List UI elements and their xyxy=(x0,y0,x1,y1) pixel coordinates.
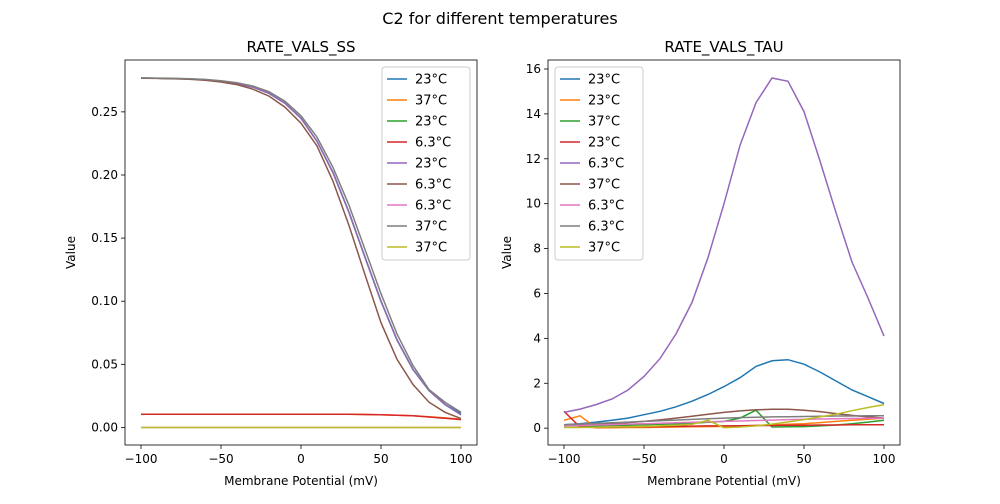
y-tick-label: 4 xyxy=(533,331,541,345)
series-line-6 xyxy=(563,417,885,427)
legend-label: 6.3°C xyxy=(588,199,624,214)
legend-label: 23°C xyxy=(588,136,620,151)
subplot-tau: −100 −50 0 50 100 0 2 4 6 8 10 12 14 16 RATE_VALS_TAU M… xyxy=(500,38,901,488)
x-tick-label: 0 xyxy=(297,452,305,466)
y-tick-label: 0.25 xyxy=(91,105,118,119)
series-line-4 xyxy=(563,77,885,414)
legend: 23°C 23°C 37°C 23°C 6.3°C 37°C 6.3°C 6.3°C 37°C xyxy=(554,66,644,261)
series-line-7 xyxy=(563,415,884,426)
y-axis-label: Value xyxy=(500,236,514,269)
legend: 23°C 37°C 23°C 6.3°C 23°C 6.3°C 6.3°C 37°C 37°C xyxy=(381,66,471,261)
y-tick-label: 8 xyxy=(533,242,541,256)
legend-box xyxy=(381,66,471,261)
series-line-5 xyxy=(563,408,885,427)
legend-label: 37°C xyxy=(415,94,447,109)
legend-label: 37°C xyxy=(415,241,447,256)
y-tick-label: 12 xyxy=(526,152,541,166)
y-tick-label: 10 xyxy=(526,197,541,211)
y-tick-label: 14 xyxy=(526,107,541,121)
x-tick-label: −100 xyxy=(548,452,581,466)
legend-label: 23°C xyxy=(588,94,620,109)
x-tick-label: −50 xyxy=(631,452,656,466)
legend-label: 23°C xyxy=(415,157,447,172)
y-tick-label: 0.00 xyxy=(91,420,118,434)
legend-label: 37°C xyxy=(588,178,620,193)
x-tick-label: 0 xyxy=(720,452,728,466)
subplot-ss: −100 −50 0 50 100 0.00 0.05 0.10 0.15 0.20 0.25 RAT… xyxy=(64,38,478,488)
legend-label: 6.3°C xyxy=(588,220,624,235)
y-tick-label: 16 xyxy=(526,62,541,76)
y-tick-label: 0 xyxy=(533,421,541,435)
subplot-title: RATE_VALS_TAU xyxy=(664,38,783,57)
y-tick-label: 0.20 xyxy=(91,168,118,182)
legend-box xyxy=(554,66,644,261)
y-tick-label: 2 xyxy=(533,376,541,390)
x-axis-label: Membrane Potential (mV) xyxy=(647,474,801,488)
x-tick-label: 50 xyxy=(796,452,811,466)
y-tick-label: 0.05 xyxy=(91,357,118,371)
legend-label: 23°C xyxy=(415,73,447,88)
legend-label: 37°C xyxy=(588,241,620,256)
y-tick-label: 6 xyxy=(533,286,541,300)
y-tick-label: 0.15 xyxy=(91,231,118,245)
legend-label: 6.3°C xyxy=(588,157,624,172)
legend-label: 37°C xyxy=(588,115,620,130)
legend-label: 6.3°C xyxy=(415,136,451,151)
x-tick-label: 100 xyxy=(450,452,473,466)
legend-label: 6.3°C xyxy=(415,178,451,193)
legend-label: 37°C xyxy=(415,220,447,235)
x-tick-label: 50 xyxy=(373,452,388,466)
x-tick-label: −50 xyxy=(208,452,233,466)
legend-label: 23°C xyxy=(588,73,620,88)
legend-label: 6.3°C xyxy=(415,199,451,214)
y-tick-label: 0.10 xyxy=(91,294,118,308)
x-tick-label: 100 xyxy=(873,452,896,466)
figure-title: C2 for different temperatures xyxy=(382,9,617,28)
series-line-8 xyxy=(564,403,885,429)
legend-label: 23°C xyxy=(415,115,447,130)
x-tick-label: −100 xyxy=(125,452,158,466)
subplot-title: RATE_VALS_SS xyxy=(246,38,355,57)
x-axis-label: Membrane Potential (mV) xyxy=(224,474,378,488)
series-line-3 xyxy=(141,413,462,421)
y-axis-label: Value xyxy=(64,236,78,269)
series-line-0 xyxy=(563,358,885,426)
series-line-7 xyxy=(140,77,462,413)
